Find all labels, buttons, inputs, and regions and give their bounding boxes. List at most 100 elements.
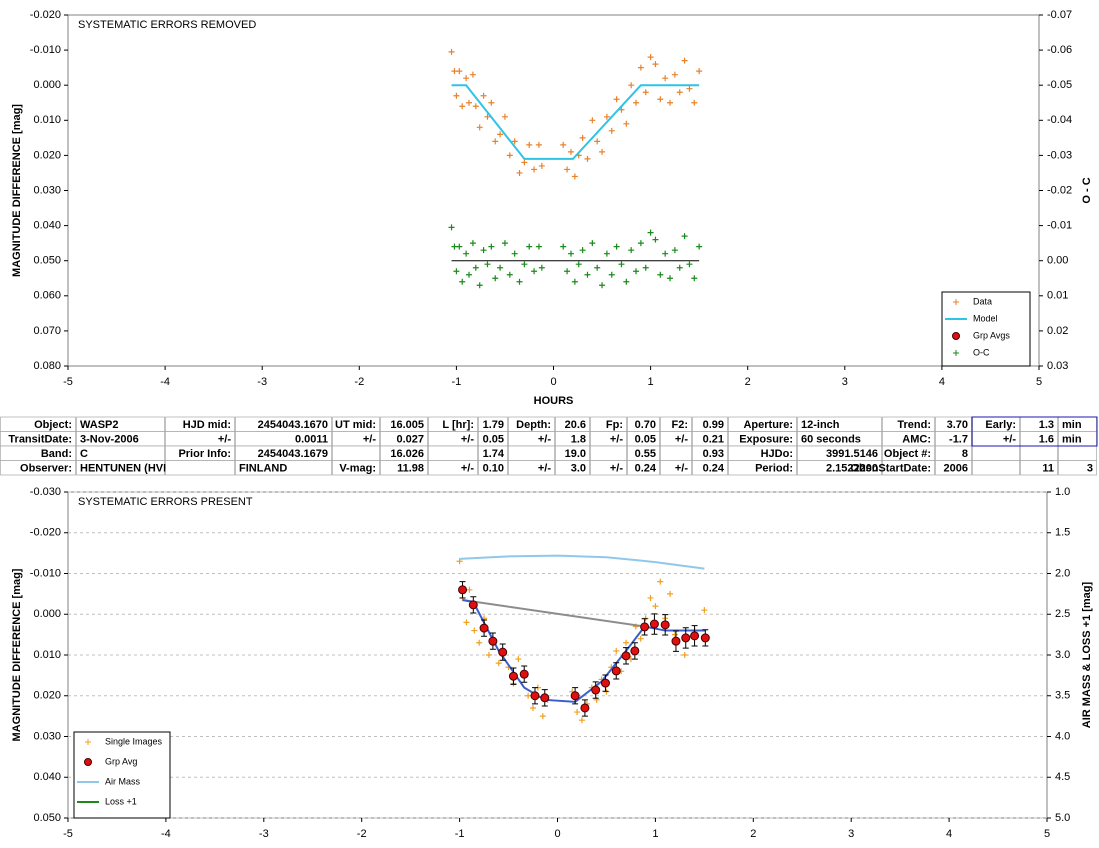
table-value: 8 xyxy=(962,448,968,460)
y2-tick-label: 0.02 xyxy=(1047,325,1068,337)
data-point xyxy=(560,243,567,250)
table-label: +/- xyxy=(610,463,623,475)
x-tick-label: 1 xyxy=(648,376,654,388)
x-tick-label: -3 xyxy=(257,376,267,388)
table-value: 3 xyxy=(1087,463,1093,475)
y-tick-label: 0.050 xyxy=(33,812,61,824)
data-point xyxy=(480,247,487,254)
data-point xyxy=(571,278,578,285)
data-point xyxy=(579,247,586,254)
x-tick-label: -1 xyxy=(455,828,465,840)
y2-tick-label: -0.04 xyxy=(1047,114,1072,126)
y2-axis-label: AIR MASS & LOSS +1 [mag] xyxy=(1081,581,1093,728)
table-label: HJD mid: xyxy=(183,419,231,431)
group-average xyxy=(488,636,498,646)
group-average xyxy=(508,671,518,681)
data-point xyxy=(667,590,674,597)
x-tick-label: 2 xyxy=(745,376,751,388)
table-value: 0.027 xyxy=(396,434,424,446)
group-average xyxy=(530,691,540,701)
data-point xyxy=(662,250,669,257)
group-average xyxy=(690,631,700,641)
data-point xyxy=(497,264,504,271)
data-point xyxy=(637,635,644,642)
data-point xyxy=(525,692,532,699)
x-tick-label: 5 xyxy=(1036,376,1042,388)
group-average xyxy=(458,585,468,595)
table-cell xyxy=(76,445,165,461)
table-label: Depth: xyxy=(516,419,551,431)
data-point xyxy=(594,138,601,145)
table-cell xyxy=(1020,460,1058,476)
data-point xyxy=(538,162,545,169)
data-point xyxy=(488,99,495,106)
y-tick-label: 0.000 xyxy=(33,79,61,91)
table-value: 1.3 xyxy=(1039,419,1054,431)
table-value: 0.99 xyxy=(703,419,724,431)
data-point xyxy=(662,75,669,82)
data-point xyxy=(599,282,606,289)
x-tick-label: 1 xyxy=(652,828,658,840)
table-value: 0.55 xyxy=(635,448,656,460)
table-cell xyxy=(972,460,1020,476)
table-value: 11.98 xyxy=(397,463,424,475)
table-value: 3991.5146 xyxy=(826,448,878,460)
y-tick-label: 0.060 xyxy=(33,290,61,302)
y-tick-label: 0.040 xyxy=(33,771,61,783)
x-tick-label: -2 xyxy=(354,376,364,388)
data-point xyxy=(578,717,585,724)
y2-tick-label: 2.0 xyxy=(1055,567,1070,579)
y2-tick-label: -0.07 xyxy=(1047,9,1072,21)
data-point xyxy=(476,282,483,289)
data-point xyxy=(613,243,620,250)
legend-label: O-C xyxy=(973,347,990,357)
x-tick-label: 3 xyxy=(848,828,854,840)
table-cell xyxy=(692,460,728,476)
data-point xyxy=(613,647,620,654)
plot-area xyxy=(67,14,1040,367)
data-point xyxy=(560,141,567,148)
data-point xyxy=(589,117,596,124)
data-point xyxy=(463,619,470,626)
group-average xyxy=(649,619,659,629)
group-average xyxy=(580,703,590,713)
group-average xyxy=(630,646,640,656)
data-point xyxy=(667,99,674,106)
y2-tick-label: 0.00 xyxy=(1047,255,1068,267)
data-point xyxy=(637,64,644,71)
legend-label: Single Images xyxy=(105,736,163,746)
table-value: 0.24 xyxy=(635,463,657,475)
data-point xyxy=(652,236,659,243)
table-cell xyxy=(380,460,428,476)
data-point xyxy=(637,240,644,247)
y-tick-label: 0.080 xyxy=(33,360,61,372)
data-point xyxy=(466,271,473,278)
table-value: 0.05 xyxy=(635,434,656,446)
table-value: 0.0011 xyxy=(295,434,328,446)
group-average xyxy=(600,678,610,688)
data-point xyxy=(571,173,578,180)
data-point xyxy=(584,271,591,278)
data-point xyxy=(456,243,463,250)
table-label: AMC: xyxy=(902,434,931,446)
legend-symbol xyxy=(952,332,960,340)
table-label: Object #: xyxy=(884,448,931,460)
data-point xyxy=(686,85,693,92)
table-cell xyxy=(478,460,508,476)
table-value: 2.1522200 xyxy=(826,463,878,475)
data-point xyxy=(495,660,502,667)
data-point xyxy=(476,124,483,131)
series-line xyxy=(451,84,700,160)
table-cell xyxy=(1058,445,1097,461)
table-label: +/- xyxy=(461,434,474,446)
table-cell xyxy=(428,445,478,461)
table-cell xyxy=(555,460,590,476)
table-value: 3.0 xyxy=(571,463,586,475)
table-value: 0.93 xyxy=(703,448,724,460)
data-point xyxy=(516,278,523,285)
table-value: HENTUNEN (HVP) xyxy=(80,463,174,475)
y2-tick-label: -0.01 xyxy=(1047,220,1072,232)
group-average xyxy=(479,623,489,633)
y2-tick-label: 5.0 xyxy=(1055,812,1070,824)
data-point xyxy=(584,155,591,162)
